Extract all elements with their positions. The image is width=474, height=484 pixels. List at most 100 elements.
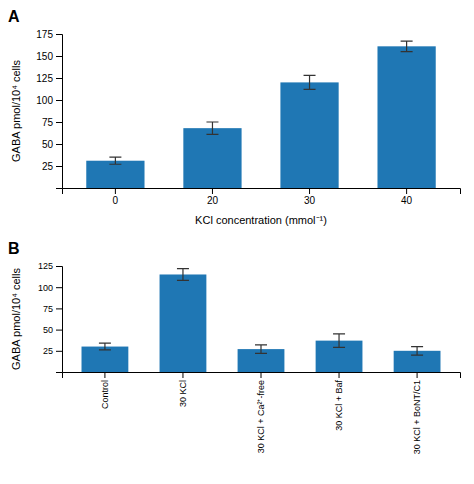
y-tick: 25 (43, 346, 62, 356)
y-tick-label: 75 (42, 117, 54, 128)
y-tick-mark (56, 287, 62, 288)
error-bar-line (411, 347, 423, 355)
y-tick-label: 50 (42, 139, 54, 150)
x-tick-mark (406, 188, 407, 194)
y-tick: 50 (42, 139, 62, 150)
error-bar-line (304, 75, 316, 89)
y-axis-title: GABA pmol/10⁴ cells (10, 268, 22, 370)
y-tick-label: 150 (36, 51, 53, 62)
x-tick-label: 30 KCl + BoNT/C1 (412, 380, 422, 454)
x-tick: Control (100, 372, 110, 409)
y-tick: 125 (36, 73, 62, 84)
x-tick-mark (212, 188, 213, 194)
x-tick: 30 KCl (178, 372, 188, 407)
y-tick: 100 (38, 283, 62, 293)
x-tick-label: Control (100, 380, 110, 409)
panel-title: B (8, 240, 20, 257)
y-tick: 175 (36, 29, 62, 40)
panel-title: A (8, 8, 20, 25)
x-tick: 30 (304, 188, 316, 206)
y-tick-label: 50 (43, 325, 53, 335)
y-axis-line (56, 35, 63, 189)
y-tick-mark (56, 34, 62, 35)
x-tick-label: 0 (113, 195, 119, 206)
x-tick: 30 KCl + Ca²⁺-free (256, 372, 266, 453)
x-tick: 30 KCl + BoNT/C1 (412, 372, 422, 454)
error-bar (401, 41, 413, 52)
x-tick: 30 KCl + Baf (334, 372, 344, 431)
y-tick-mark (56, 308, 62, 309)
bar (280, 82, 338, 188)
y-tick-mark (56, 166, 62, 167)
error-bar-line (177, 269, 189, 281)
marks (86, 41, 435, 188)
x-tick: 40 (401, 188, 413, 206)
y-tick-label: 100 (36, 95, 53, 106)
x-tick: 20 (207, 188, 219, 206)
x-tick-mark (261, 372, 262, 378)
error-bar-line (109, 157, 121, 164)
y-tick-label: 100 (38, 283, 53, 293)
error-bar-line (255, 345, 267, 353)
y-tick-label: 75 (43, 304, 53, 314)
error-bar (109, 157, 121, 164)
error-bar-line (401, 41, 413, 52)
error-bar-line (333, 334, 345, 348)
y-tick: 50 (43, 325, 62, 335)
chart-root: 0 20 30 40 25 50 75 100 125 150 175 KCl concentrati… (0, 0, 474, 484)
x-tick-mark (182, 372, 183, 378)
error-bar (206, 122, 218, 134)
x-tick-mark (309, 188, 310, 194)
x-tick-mark (115, 188, 116, 194)
y-tick-label: 125 (36, 73, 53, 84)
y-tick: 75 (42, 117, 62, 128)
y-tick-label: 25 (43, 346, 53, 356)
error-bar (177, 269, 189, 281)
y-tick-mark (56, 56, 62, 57)
panel: Control 30 KCl 30 KCl + Ca²⁺-free 30 KCl + … (10, 261, 461, 454)
x-tick-mark (417, 372, 418, 378)
y-tick-mark (56, 100, 62, 101)
bar (377, 46, 435, 188)
x-tick-label: 30 KCl (178, 380, 188, 407)
marks (82, 269, 441, 372)
y-tick-mark (56, 78, 62, 79)
y-tick-label: 25 (42, 161, 54, 172)
y-tick-mark (56, 144, 62, 145)
y-tick-mark (56, 122, 62, 123)
y-tick: 25 (42, 161, 62, 172)
error-bar (255, 345, 267, 353)
error-bar (333, 334, 345, 348)
error-bar (304, 75, 316, 89)
x-axis-line (63, 373, 461, 379)
x-tick-mark (339, 372, 340, 378)
x-axis-title: KCl concentration (mmol⁻¹) (195, 214, 327, 226)
error-bar (99, 343, 111, 350)
y-tick: 75 (43, 304, 62, 314)
y-axis: 25 50 75 100 125 (38, 261, 63, 372)
y-tick: 100 (36, 95, 62, 106)
panel: 0 20 30 40 25 50 75 100 125 150 175 KCl concentrati… (10, 29, 461, 226)
y-tick-mark (56, 266, 62, 267)
x-tick-mark (104, 372, 105, 378)
bar (183, 128, 241, 188)
y-axis-title: GABA pmol/10⁴ cells (10, 60, 22, 162)
x-tick-label: 20 (207, 195, 219, 206)
x-tick-label: 30 KCl + Baf (334, 380, 344, 431)
y-axis-line (56, 267, 63, 373)
y-tick: 150 (36, 51, 62, 62)
x-axis-line (63, 189, 461, 195)
bar (160, 274, 207, 372)
y-axis: 25 50 75 100 125 150 175 (36, 29, 62, 189)
y-tick-label: 125 (38, 261, 53, 271)
y-tick: 125 (38, 261, 62, 271)
error-bar-line (99, 343, 111, 350)
x-tick: 0 (113, 188, 119, 206)
x-axis: 0 20 30 40 (63, 188, 461, 206)
x-tick-label: 30 KCl + Ca²⁺-free (256, 380, 266, 453)
x-axis: Control 30 KCl 30 KCl + Ca²⁺-free 30 KCl + … (63, 372, 461, 454)
y-tick-label: 175 (36, 29, 53, 40)
y-tick-mark (56, 351, 62, 352)
y-tick-mark (56, 330, 62, 331)
error-bar (411, 347, 423, 355)
